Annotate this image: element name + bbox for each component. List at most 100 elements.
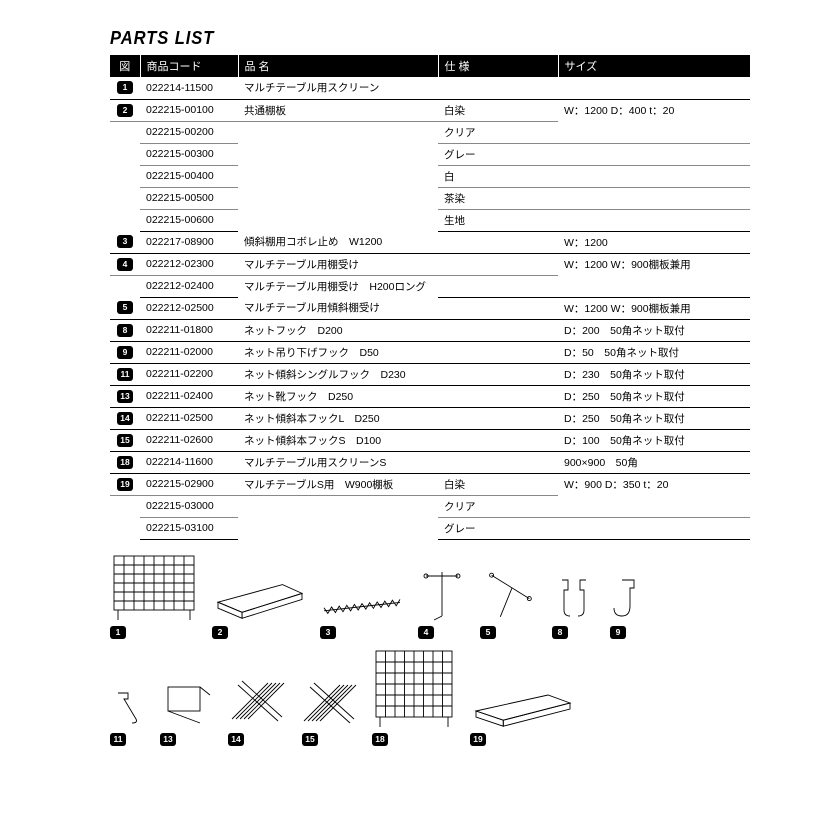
cell-name: マルチテーブル用棚受け H200ロング	[238, 275, 438, 297]
fig-badge: 8	[117, 324, 133, 337]
cell-size: W：900 D：350 t：20	[558, 473, 750, 495]
table-row: 19022215-02900マルチテーブルS用 W900棚板白染W：900 D：…	[110, 473, 750, 495]
illus-badge: 14	[228, 733, 244, 746]
fig-badge: 13	[117, 390, 133, 403]
illus-badge: 11	[110, 733, 126, 746]
cell-code: 022215-03100	[140, 517, 238, 539]
cell-fig	[110, 165, 140, 187]
table-row: 022215-00200クリア	[110, 121, 750, 143]
cell-size	[558, 517, 750, 539]
cell-size: D：50 50角ネット取付	[558, 341, 750, 363]
cell-fig: 15	[110, 429, 140, 451]
cell-fig	[110, 209, 140, 231]
cell-spec: 茶染	[438, 187, 558, 209]
cell-code: 022211-02600	[140, 429, 238, 451]
cell-size: W：1200	[558, 231, 750, 253]
fig-badge: 19	[117, 478, 133, 491]
cell-spec: クリア	[438, 121, 558, 143]
illus-drawing	[320, 594, 404, 622]
cell-code: 022215-00500	[140, 187, 238, 209]
cell-spec	[438, 385, 558, 407]
cell-name: 傾斜棚用コボレ止め W1200	[238, 231, 438, 253]
illus-badge: 15	[302, 733, 318, 746]
table-row: 18022214-11600マルチテーブル用スクリーンS900×900 50角	[110, 451, 750, 473]
cell-size	[558, 165, 750, 187]
illus-drawing	[610, 574, 646, 622]
cell-fig: 3	[110, 231, 140, 253]
illus-badge: 18	[372, 733, 388, 746]
cell-code: 022215-03000	[140, 495, 238, 517]
cell-size	[558, 495, 750, 517]
cell-size	[558, 143, 750, 165]
cell-size: D：250 50角ネット取付	[558, 407, 750, 429]
cell-fig: 9	[110, 341, 140, 363]
table-row: 022215-03100グレー	[110, 517, 750, 539]
cell-spec: グレー	[438, 143, 558, 165]
illus-item: 13	[160, 681, 214, 746]
cell-code: 022215-00400	[140, 165, 238, 187]
table-row: 022215-00300 グレー	[110, 143, 750, 165]
cell-spec: 白染	[438, 99, 558, 121]
table-row: 022215-00400白	[110, 165, 750, 187]
cell-name	[238, 187, 438, 209]
cell-name: ネットフック D200	[238, 319, 438, 341]
table-row: 022215-00500 茶染	[110, 187, 750, 209]
cell-code: 022212-02400	[140, 275, 238, 297]
cell-size	[558, 275, 750, 297]
th-size: サイズ	[558, 55, 750, 77]
cell-fig: 5	[110, 297, 140, 319]
cell-code: 022217-08900	[140, 231, 238, 253]
cell-fig: 11	[110, 363, 140, 385]
cell-name	[238, 495, 438, 517]
cell-size: 900×900 50角	[558, 451, 750, 473]
illus-item: 2	[212, 578, 306, 639]
cell-fig	[110, 121, 140, 143]
illustration-row: 1234589	[110, 554, 750, 639]
illus-badge: 19	[470, 733, 486, 746]
illus-drawing	[110, 554, 198, 622]
cell-spec	[438, 363, 558, 385]
cell-spec: 白染	[438, 473, 558, 495]
illus-item: 4	[418, 566, 466, 639]
cell-fig	[110, 143, 140, 165]
illus-drawing	[302, 677, 358, 729]
illus-item: 14	[228, 673, 288, 746]
cell-name: 共通棚板	[238, 99, 438, 121]
cell-spec	[438, 77, 558, 99]
illus-drawing	[470, 689, 574, 729]
fig-badge: 5	[117, 301, 133, 314]
cell-spec	[438, 253, 558, 275]
cell-code: 022212-02300	[140, 253, 238, 275]
fig-badge: 4	[117, 258, 133, 271]
table-row: 13022211-02400ネット靴フック D250D：250 50角ネット取付	[110, 385, 750, 407]
cell-spec	[438, 319, 558, 341]
cell-name: マルチテーブルS用 W900棚板	[238, 473, 438, 495]
cell-spec	[438, 231, 558, 253]
cell-code: 022214-11600	[140, 451, 238, 473]
table-row: 8022211-01800ネットフック D200D：200 50角ネット取付	[110, 319, 750, 341]
cell-code: 022215-00300	[140, 143, 238, 165]
illus-drawing	[160, 681, 214, 729]
cell-name: ネット傾斜本フックS D100	[238, 429, 438, 451]
cell-size: W：1200 W：900棚板兼用	[558, 297, 750, 319]
cell-size: D：200 50角ネット取付	[558, 319, 750, 341]
cell-spec: クリア	[438, 495, 558, 517]
fig-badge: 18	[117, 456, 133, 469]
cell-code: 022212-02500	[140, 297, 238, 319]
cell-fig	[110, 275, 140, 297]
table-row: 14022211-02500ネット傾斜本フックL D250D：250 50角ネッ…	[110, 407, 750, 429]
cell-spec	[438, 451, 558, 473]
illus-drawing	[418, 566, 466, 622]
th-name: 品 名	[238, 55, 438, 77]
cell-fig: 14	[110, 407, 140, 429]
table-row: 022215-00600生地	[110, 209, 750, 231]
fig-badge: 2	[117, 104, 133, 117]
cell-size	[558, 209, 750, 231]
illus-item: 9	[610, 574, 646, 639]
cell-fig: 13	[110, 385, 140, 407]
cell-fig: 18	[110, 451, 140, 473]
cell-fig: 1	[110, 77, 140, 99]
cell-spec	[438, 407, 558, 429]
cell-code: 022211-02500	[140, 407, 238, 429]
table-row: 022212-02400マルチテーブル用棚受け H200ロング	[110, 275, 750, 297]
